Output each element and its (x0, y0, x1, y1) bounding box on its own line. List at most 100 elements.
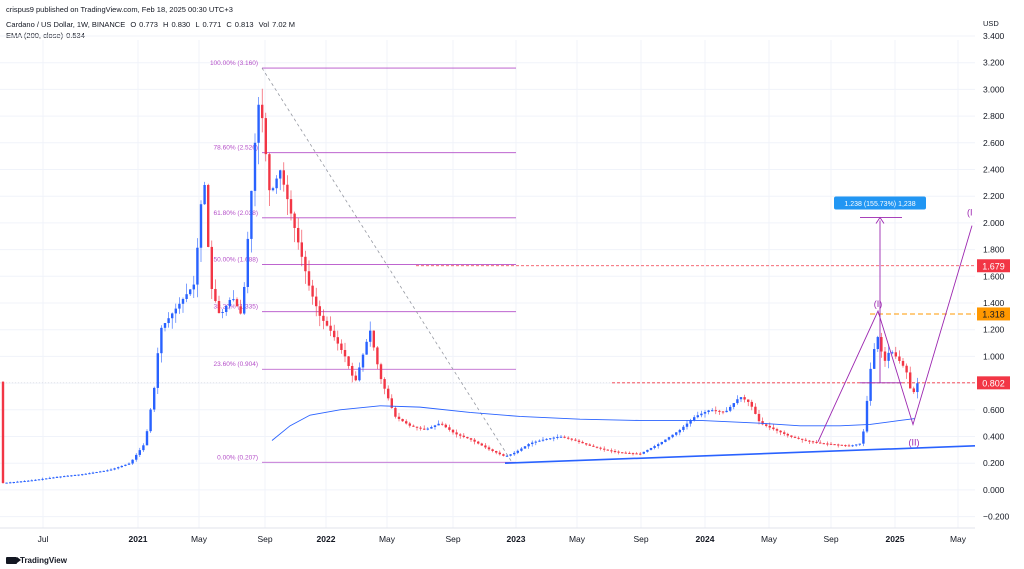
candle-body (801, 438, 804, 440)
candle-body (606, 449, 609, 451)
x-tick-label: 2024 (696, 534, 715, 544)
candle-body (451, 429, 455, 433)
y-tick-label: 1.400 (983, 298, 1005, 308)
candle-body (300, 242, 303, 257)
tv-logo-icon (6, 557, 21, 564)
candle-body (891, 352, 894, 354)
candle-body (743, 397, 746, 400)
candle-body (552, 437, 555, 439)
candle-body (221, 312, 224, 314)
candle-body (844, 445, 847, 447)
symbol-name: Cardano / US Dollar, 1W, BINANCE (6, 20, 126, 29)
candle-body (880, 337, 883, 352)
candle-body (160, 327, 163, 354)
candle-body (873, 349, 876, 369)
candle-body (538, 440, 541, 442)
candle-body (779, 430, 782, 433)
candle-body (869, 368, 872, 401)
candle-body (23, 481, 26, 483)
candle-body (253, 142, 257, 191)
candle-body (595, 446, 599, 448)
candle-body (768, 425, 771, 428)
candle-body (775, 429, 779, 431)
candle-body (41, 478, 44, 480)
x-tick-label: 2021 (129, 534, 148, 544)
candle-body (437, 423, 440, 426)
candle-body (250, 190, 253, 239)
candle-body (163, 323, 167, 328)
candle-body (815, 441, 818, 443)
candle-body (127, 463, 131, 465)
candle-body (59, 476, 62, 478)
support-trendline (504, 445, 976, 464)
candle-body (333, 330, 336, 338)
candle-body (747, 399, 750, 402)
candle-body (9, 482, 12, 484)
y-tick-label: 0.200 (983, 458, 1005, 468)
x-tick-label: Jul (38, 534, 49, 544)
symbol-line: Cardano / US Dollar, 1W, BINANCE O 0.773 … (6, 20, 296, 29)
y-tick-label: 3.000 (983, 84, 1005, 94)
candle-body (19, 481, 23, 483)
candle-body (657, 444, 660, 447)
candle-body (271, 188, 275, 191)
candle-body (567, 437, 570, 439)
y-tick-label: 2.600 (983, 138, 1005, 148)
candle-body (289, 199, 293, 214)
candle-body (441, 423, 444, 425)
candle-body (45, 478, 48, 480)
candle-body (865, 400, 869, 432)
candle-body (894, 352, 897, 357)
candle-body (304, 256, 307, 272)
candle-body (621, 452, 624, 454)
candle-body (257, 104, 260, 143)
candle-body (293, 213, 296, 228)
candle-body (671, 434, 674, 438)
candle-body (55, 476, 59, 478)
candle-body (203, 184, 206, 205)
candle-body (721, 411, 725, 413)
candle-body (549, 438, 552, 440)
candle-body (631, 453, 635, 455)
price-badge (977, 259, 1010, 273)
candle-body (430, 426, 433, 429)
x-tick-label: Sep (823, 534, 838, 544)
candle-body (351, 366, 354, 376)
fib-level-label: 0.00% (0.207) (217, 454, 258, 461)
candle-body (1, 381, 5, 483)
candle-body (804, 439, 807, 441)
candle-body (711, 410, 714, 412)
candle-body (109, 469, 113, 471)
candle-body (239, 306, 242, 314)
candle-body (207, 184, 210, 247)
candle-body (243, 286, 246, 314)
candle-body (149, 409, 152, 432)
candle-body (531, 442, 534, 445)
candle-body (142, 445, 145, 451)
candle-body (901, 360, 905, 366)
candle-body (106, 470, 109, 472)
low-value: 0.771 (202, 20, 222, 29)
candle-body (167, 318, 170, 324)
x-tick-label: Sep (257, 534, 272, 544)
x-tick-label: May (569, 534, 586, 544)
candle-body (639, 453, 642, 455)
candle-body (487, 447, 491, 450)
wave-label-iii: (I (967, 208, 973, 218)
candle-body (412, 425, 415, 427)
candle-body (783, 432, 786, 434)
candle-body (570, 438, 573, 440)
y-tick-label: 2.400 (983, 165, 1005, 175)
candle-body (916, 383, 919, 393)
candle-body (689, 420, 692, 424)
candle-body (833, 444, 836, 446)
candle-body (113, 468, 116, 470)
candle-body (120, 465, 123, 468)
candle-body (462, 435, 465, 437)
candle-body (282, 170, 285, 185)
candle-body (700, 413, 703, 416)
candle-body (858, 443, 861, 445)
y-tick-label: 1.600 (983, 271, 1005, 281)
y-tick-label: −0.200 (983, 512, 1010, 522)
